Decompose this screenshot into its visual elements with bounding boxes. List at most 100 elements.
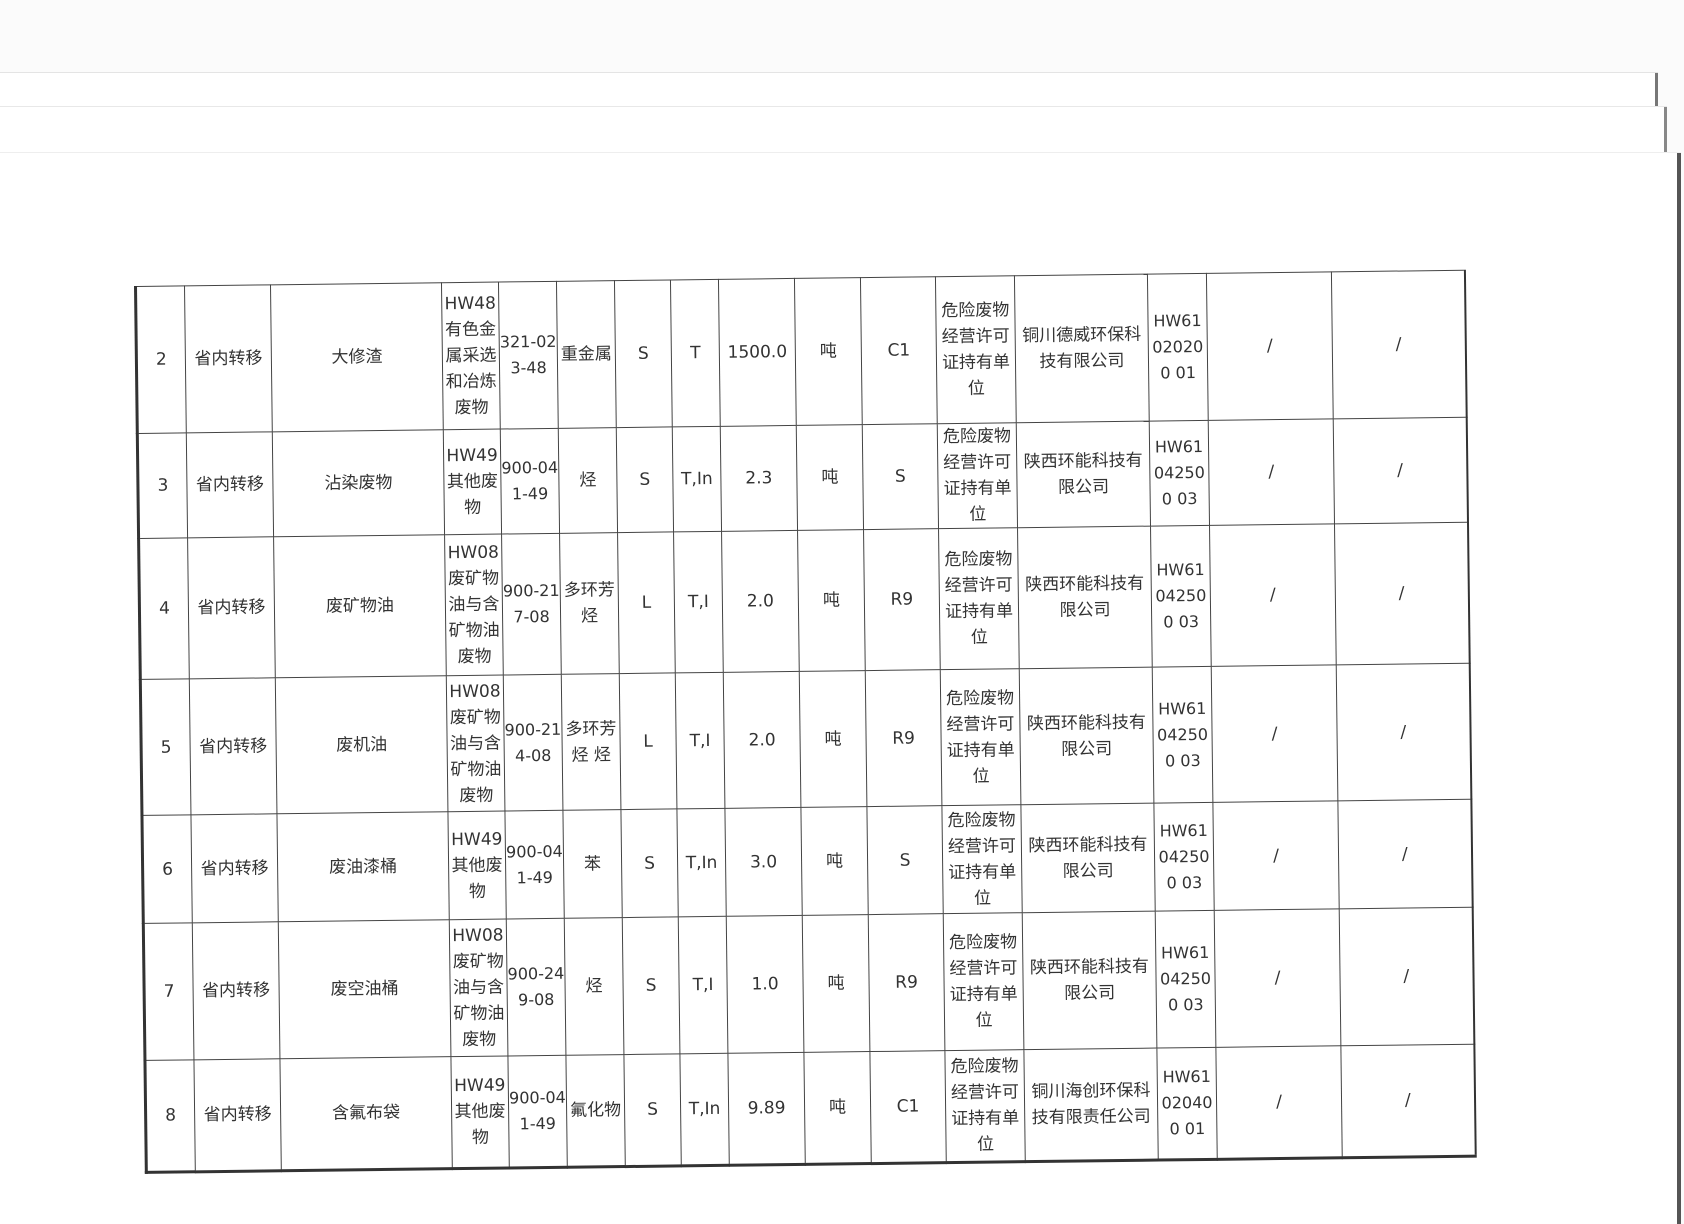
cell-code: 321-023-48 bbox=[498, 281, 559, 430]
cell-property: T,I bbox=[678, 916, 728, 1054]
cell-form: S bbox=[616, 426, 674, 533]
cell-license: HW61020200 01 bbox=[1147, 273, 1209, 422]
cell-transfer: 省内转移 bbox=[187, 536, 276, 679]
table-row: 7 省内转移 废空油桶 HW08废矿物油与含矿物油废物 900-249-08 烃 S T,I 1… bbox=[143, 907, 1474, 1061]
cell-col16: / bbox=[1340, 1044, 1476, 1158]
cell-category: HW49其他废物 bbox=[443, 429, 502, 535]
cell-no: 4 bbox=[138, 537, 190, 680]
cell-unit: 吨 bbox=[794, 277, 863, 426]
cell-no: 5 bbox=[140, 678, 191, 816]
cell-disposal: S bbox=[862, 423, 939, 530]
cell-col15: / bbox=[1208, 418, 1335, 526]
cell-col16: / bbox=[1331, 270, 1467, 419]
cell-receiver: 陕西环能科技有限公司 bbox=[1019, 667, 1154, 805]
cell-col16: / bbox=[1339, 907, 1474, 1046]
cell-name: 沾染废物 bbox=[272, 429, 445, 537]
cell-amount: 2.3 bbox=[720, 425, 798, 532]
cell-hazard: 烃 bbox=[564, 917, 624, 1056]
cell-receiver: 陕西环能科技有限公司 bbox=[1020, 803, 1156, 913]
cell-receiver-type: 危险废物经营许可证持有单位 bbox=[937, 422, 1018, 529]
cell-disposal: R9 bbox=[863, 528, 941, 671]
cell-name: 废机油 bbox=[275, 675, 448, 814]
cell-col16: / bbox=[1337, 799, 1473, 909]
table-row: 2 省内转移 大修渣 HW48有色金属采选和冶炼废物 321-023-48 重金属 S T 15… bbox=[135, 270, 1467, 434]
cell-hazard: 多环芳烃 bbox=[559, 532, 620, 675]
cell-unit: 吨 bbox=[797, 529, 866, 672]
table-row: 3 省内转移 沾染废物 HW49其他废物 900-041-49 烃 S T,In 2.3 吨 S 危险… bbox=[137, 417, 1468, 539]
cell-col15: / bbox=[1211, 664, 1338, 803]
cell-col15: / bbox=[1206, 271, 1334, 421]
cell-receiver-type: 危险废物经营许可证持有单位 bbox=[940, 668, 1021, 806]
cell-no: 2 bbox=[135, 285, 187, 434]
cell-hazard: 苯 bbox=[562, 809, 623, 919]
cell-code: 900-041-49 bbox=[500, 428, 560, 535]
cell-disposal: C1 bbox=[869, 1050, 947, 1164]
cell-amount: 2.0 bbox=[723, 671, 801, 809]
cell-license: HW61042500 03 bbox=[1155, 910, 1216, 1049]
cell-hazard: 多环芳烃 烃 bbox=[561, 673, 621, 811]
cell-amount: 3.0 bbox=[724, 807, 803, 917]
cell-code: 900-217-08 bbox=[501, 533, 562, 676]
cell-hazard: 氟化物 bbox=[565, 1054, 626, 1168]
cell-receiver-type: 危险废物经营许可证持有单位 bbox=[935, 275, 1017, 424]
cell-code: 900-041-49 bbox=[504, 810, 565, 919]
cell-receiver: 铜川德威环保科技有限公司 bbox=[1014, 274, 1150, 423]
cell-unit: 吨 bbox=[799, 670, 867, 808]
cell-no: 6 bbox=[141, 814, 193, 924]
cell-amount: 1500.0 bbox=[718, 278, 797, 427]
cell-receiver: 铜川海创环保科技有限责任公司 bbox=[1023, 1048, 1159, 1162]
cell-category: HW49其他废物 bbox=[447, 811, 507, 920]
cell-col15: / bbox=[1212, 800, 1340, 911]
cell-name: 废矿物油 bbox=[273, 534, 447, 678]
cell-unit: 吨 bbox=[802, 914, 870, 1053]
cell-no: 3 bbox=[137, 432, 188, 539]
cell-transfer: 省内转移 bbox=[184, 284, 273, 433]
cell-license: HW61042500 03 bbox=[1153, 802, 1215, 912]
cell-disposal: R9 bbox=[868, 913, 945, 1052]
cell-disposal: C1 bbox=[860, 276, 938, 425]
cell-receiver: 陕西环能科技有限公司 bbox=[1016, 421, 1151, 528]
cell-hazard: 烃 bbox=[558, 427, 618, 534]
cell-license: HW61042500 03 bbox=[1152, 666, 1213, 804]
cell-category: HW08废矿物油与含矿物油废物 bbox=[446, 675, 505, 812]
cell-col15: / bbox=[1209, 523, 1337, 667]
cell-amount: 9.89 bbox=[727, 1052, 806, 1166]
cell-amount: 1.0 bbox=[726, 915, 804, 1054]
cell-name: 大修渣 bbox=[270, 282, 444, 432]
cell-form: S bbox=[623, 1053, 682, 1167]
cell-form: S bbox=[622, 916, 680, 1055]
cell-col15: / bbox=[1215, 1045, 1343, 1160]
cell-name: 废空油桶 bbox=[278, 919, 451, 1059]
cell-transfer: 省内转移 bbox=[192, 921, 280, 1060]
cell-transfer: 省内转移 bbox=[190, 813, 279, 923]
cell-disposal: S bbox=[866, 805, 944, 915]
cell-property: T bbox=[670, 279, 721, 427]
waste-transfer-table: 2 省内转移 大修渣 HW48有色金属采选和冶炼废物 321-023-48 重金属 S T 15… bbox=[134, 269, 1477, 1174]
cell-amount: 2.0 bbox=[721, 530, 800, 673]
cell-property: T,I bbox=[673, 531, 724, 673]
cell-disposal: R9 bbox=[865, 669, 942, 807]
cell-receiver-type: 危险废物经营许可证持有单位 bbox=[941, 804, 1023, 914]
cell-transfer: 省内转移 bbox=[193, 1058, 282, 1172]
cell-category: HW49其他废物 bbox=[450, 1055, 510, 1169]
cell-receiver-type: 危险废物经营许可证持有单位 bbox=[944, 1049, 1026, 1163]
cell-category: HW48有色金属采选和冶炼废物 bbox=[441, 282, 501, 430]
cell-form: S bbox=[620, 808, 679, 918]
waste-transfer-table-wrapper: 2 省内转移 大修渣 HW48有色金属采选和冶炼废物 321-023-48 重金属 S T 15… bbox=[134, 269, 1477, 1174]
cell-col16: / bbox=[1333, 417, 1468, 524]
cell-col15: / bbox=[1214, 908, 1341, 1048]
cell-form: S bbox=[614, 279, 673, 428]
table-row: 4 省内转移 废矿物油 HW08废矿物油与含矿物油废物 900-217-08 多环芳烃 L T… bbox=[138, 522, 1470, 680]
table-row: 6 省内转移 废油漆桶 HW49其他废物 900-041-49 苯 S T,In 3.0 吨 S 危险… bbox=[141, 799, 1473, 924]
cell-receiver-type: 危险废物经营许可证持有单位 bbox=[938, 527, 1020, 670]
cell-category: HW08废矿物油与含矿物油废物 bbox=[444, 534, 504, 676]
cell-form: L bbox=[619, 672, 677, 810]
cell-name: 废油漆桶 bbox=[276, 811, 450, 922]
cell-code: 900-249-08 bbox=[506, 918, 566, 1056]
document-page bbox=[0, 153, 1681, 1224]
cell-license: HW61042500 03 bbox=[1149, 420, 1210, 527]
cell-receiver-type: 危险废物经营许可证持有单位 bbox=[943, 912, 1024, 1051]
cell-license: HW61042500 03 bbox=[1150, 525, 1212, 668]
cell-property: T,In bbox=[679, 1053, 730, 1166]
